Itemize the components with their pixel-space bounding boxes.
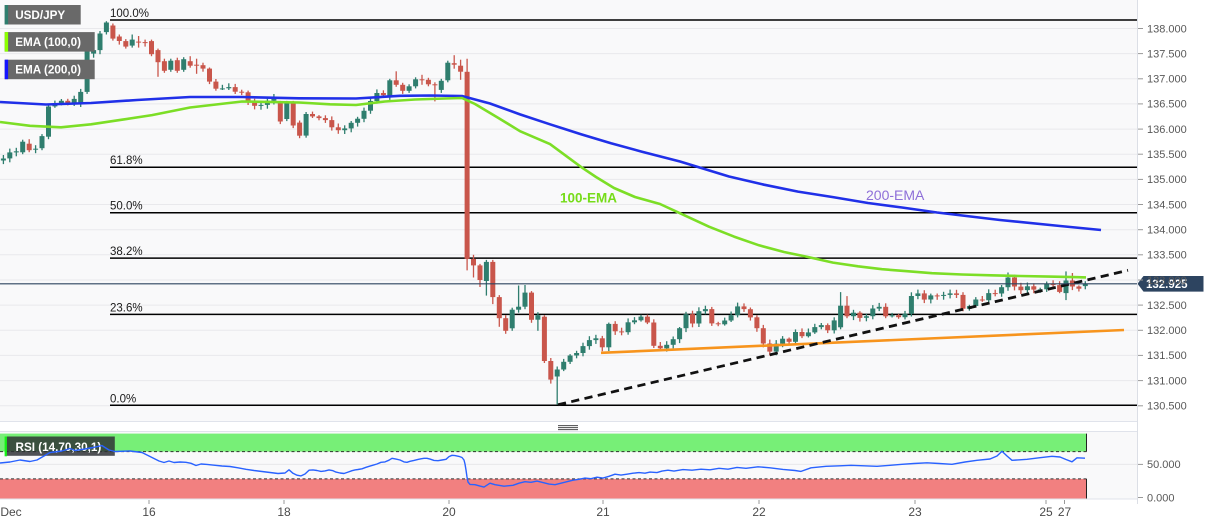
svg-text:200-EMA: 200-EMA	[866, 187, 925, 203]
svg-text:135.000: 135.000	[1147, 174, 1187, 186]
svg-text:133.500: 133.500	[1147, 250, 1187, 262]
svg-text:50.000: 50.000	[1147, 459, 1181, 471]
svg-text:23: 23	[908, 505, 922, 519]
svg-text:138.000: 138.000	[1147, 23, 1187, 35]
svg-text:131.500: 131.500	[1147, 350, 1187, 362]
svg-text:61.8%: 61.8%	[110, 155, 143, 167]
svg-text:131.000: 131.000	[1147, 375, 1187, 387]
svg-text:0.0%: 0.0%	[110, 393, 136, 405]
svg-text:22: 22	[752, 505, 766, 519]
svg-text:23.6%: 23.6%	[110, 302, 143, 314]
svg-text:136.000: 136.000	[1147, 124, 1187, 136]
svg-text:133.000: 133.000	[1147, 275, 1187, 287]
svg-text:136.500: 136.500	[1147, 99, 1187, 111]
svg-text:USD/JPY: USD/JPY	[15, 9, 65, 22]
svg-text:132.925: 132.925	[1146, 279, 1188, 291]
svg-text:100.0%: 100.0%	[110, 8, 149, 20]
svg-text:EMA (200,0): EMA (200,0)	[15, 64, 81, 77]
svg-text:18: 18	[277, 505, 291, 519]
svg-text:RSI (14,70,30,1): RSI (14,70,30,1)	[16, 441, 102, 454]
svg-text:130.500: 130.500	[1147, 401, 1187, 413]
svg-text:Dec: Dec	[0, 505, 21, 519]
svg-text:132.500: 132.500	[1147, 300, 1187, 312]
svg-text:EMA (100,0): EMA (100,0)	[15, 36, 81, 49]
svg-text:134.000: 134.000	[1147, 225, 1187, 237]
svg-text:137.500: 137.500	[1147, 48, 1187, 60]
svg-text:16: 16	[142, 505, 156, 519]
svg-text:50.0%: 50.0%	[110, 201, 143, 213]
svg-text:132.000: 132.000	[1147, 325, 1187, 337]
svg-text:137.000: 137.000	[1147, 74, 1187, 86]
svg-text:27: 27	[1058, 505, 1072, 519]
svg-text:20: 20	[442, 505, 456, 519]
svg-text:25: 25	[1039, 505, 1053, 519]
svg-text:134.500: 134.500	[1147, 199, 1187, 211]
svg-text:21: 21	[596, 505, 610, 519]
svg-text:135.500: 135.500	[1147, 149, 1187, 161]
svg-text:100-EMA: 100-EMA	[560, 191, 617, 206]
svg-text:0.000: 0.000	[1147, 492, 1175, 504]
svg-text:38.2%: 38.2%	[110, 246, 143, 258]
